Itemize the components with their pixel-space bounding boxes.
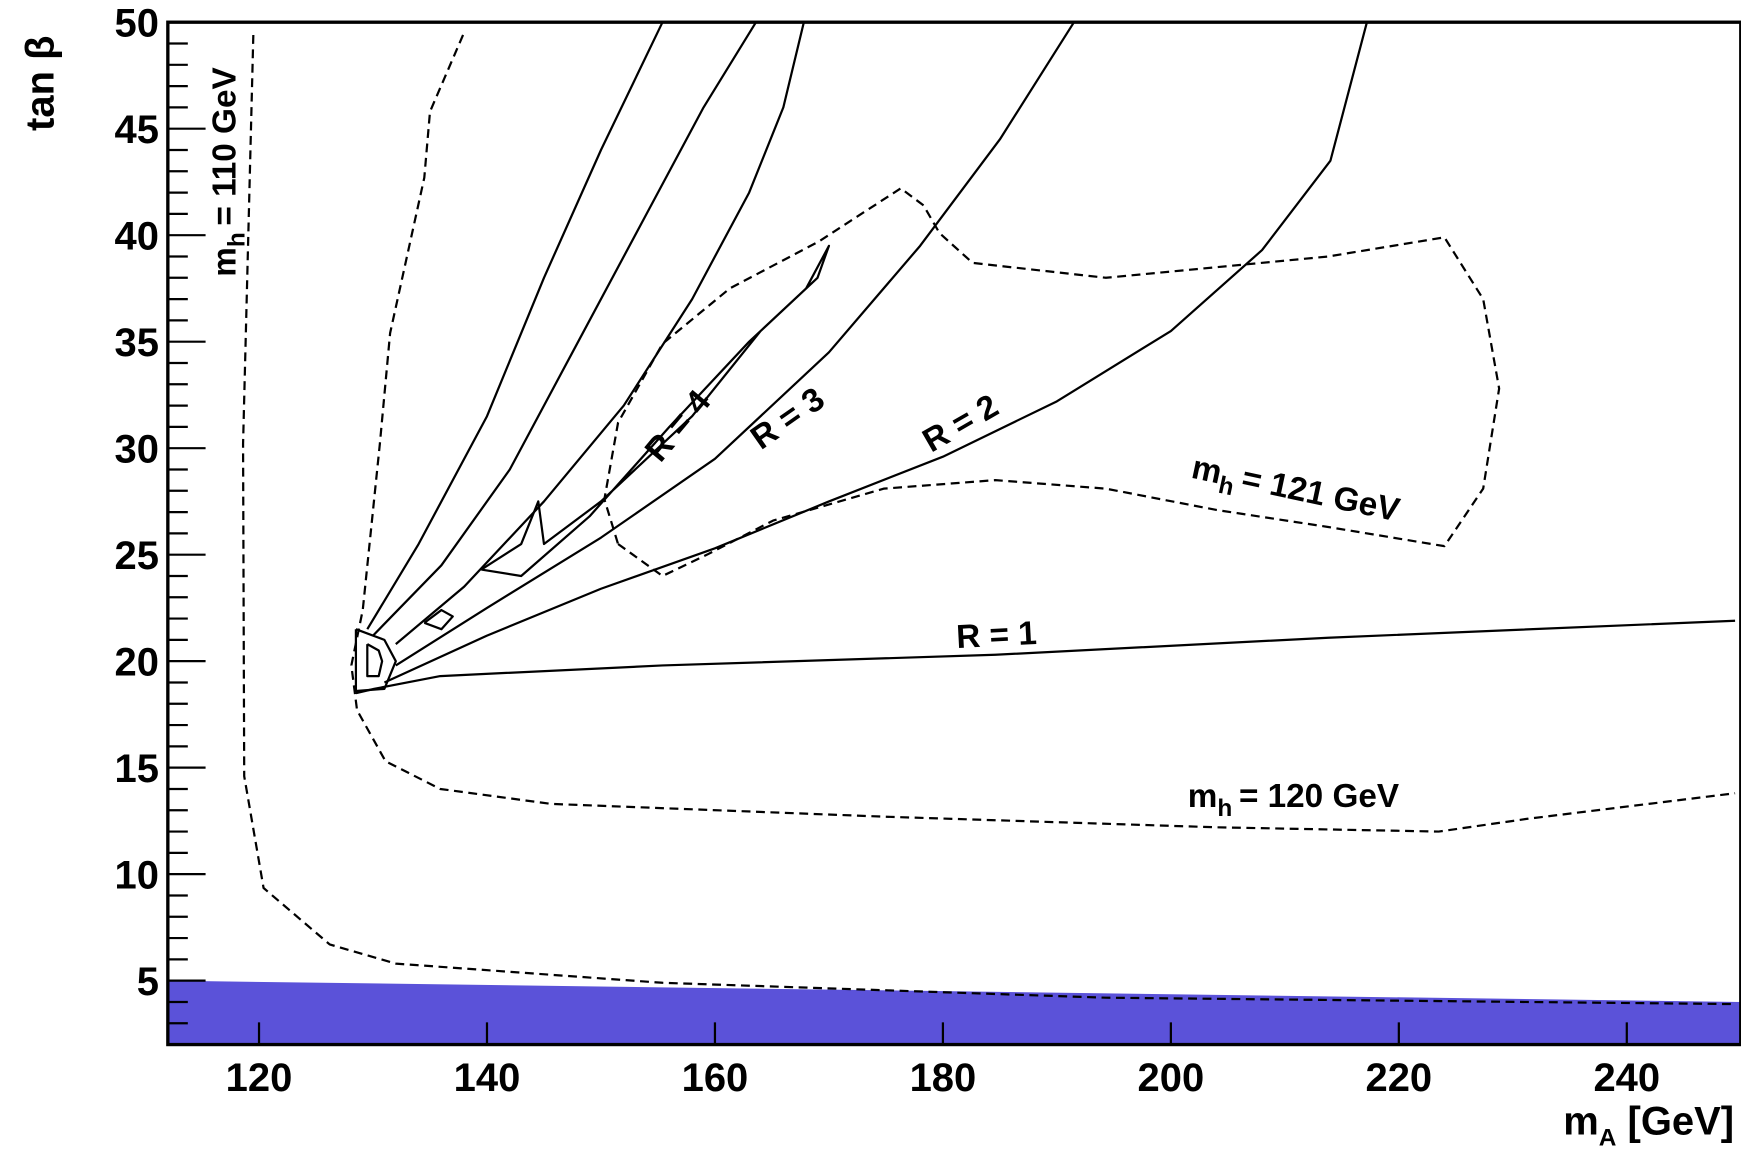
annotation: R = 4 [638, 383, 718, 469]
contour-line [423, 608, 454, 631]
y-tick-label: 20 [115, 641, 159, 685]
x-tick-label: 180 [910, 1056, 977, 1100]
y-tick-label: 10 [115, 854, 159, 898]
annotation: mh = 120 GeV [1188, 778, 1399, 822]
contour-line [366, 21, 664, 630]
x-axis-label: mA [GeV] [1563, 1099, 1734, 1151]
contour-line [603, 187, 1501, 578]
y-tick-label: 45 [115, 108, 159, 152]
y-tick-label: 30 [115, 428, 159, 472]
annotation-subscript: h [223, 232, 250, 247]
x-tick-label: 120 [226, 1056, 293, 1100]
x-label-subscript: A [1599, 1125, 1617, 1152]
y-tick-label: 15 [115, 747, 159, 791]
annotation: R = 1 [955, 615, 1037, 656]
excluded-band [167, 980, 1741, 1045]
annotation-text: = 120 GeV [1239, 778, 1399, 815]
x-tick-label: 220 [1365, 1056, 1432, 1100]
contour-line [354, 628, 397, 693]
contour-line [350, 34, 1736, 833]
y-tick-label: 5 [137, 960, 159, 1004]
annotation-text: = 110 GeV [207, 67, 244, 225]
contour-line [480, 244, 831, 578]
x-label-text: [GeV] [1628, 1099, 1735, 1143]
contour-line [395, 21, 805, 645]
contour-line [395, 21, 1075, 667]
y-tick-label: 35 [115, 321, 159, 365]
y-tick-label: 40 [115, 215, 159, 259]
x-tick-label: 140 [454, 1056, 521, 1100]
plot-frame [166, 20, 1741, 1047]
y-axis-label: tan β [19, 36, 63, 131]
x-tick-label: 240 [1593, 1056, 1660, 1100]
x-label-symbol: m [1563, 1099, 1599, 1143]
annotation: mh = 110 GeV [207, 67, 251, 276]
x-tick-label: 160 [682, 1056, 749, 1100]
annotation-symbol: m [207, 247, 244, 277]
y-tick-label: 50 [115, 2, 159, 46]
annotation-text: = 121 GeV [1238, 460, 1402, 529]
y-tick-label: 25 [115, 534, 159, 578]
annotation-subscript: h [1217, 795, 1232, 822]
annotation-symbol: m [1188, 778, 1218, 815]
contour-line [372, 21, 757, 637]
x-tick-label: 200 [1138, 1056, 1205, 1100]
plot-area [166, 20, 1741, 1047]
contour-line [355, 619, 1736, 695]
contour-line [241, 34, 1736, 1006]
annotation-subscript: h [1216, 472, 1236, 502]
contour-line [383, 21, 1368, 684]
contour-line [366, 643, 384, 678]
